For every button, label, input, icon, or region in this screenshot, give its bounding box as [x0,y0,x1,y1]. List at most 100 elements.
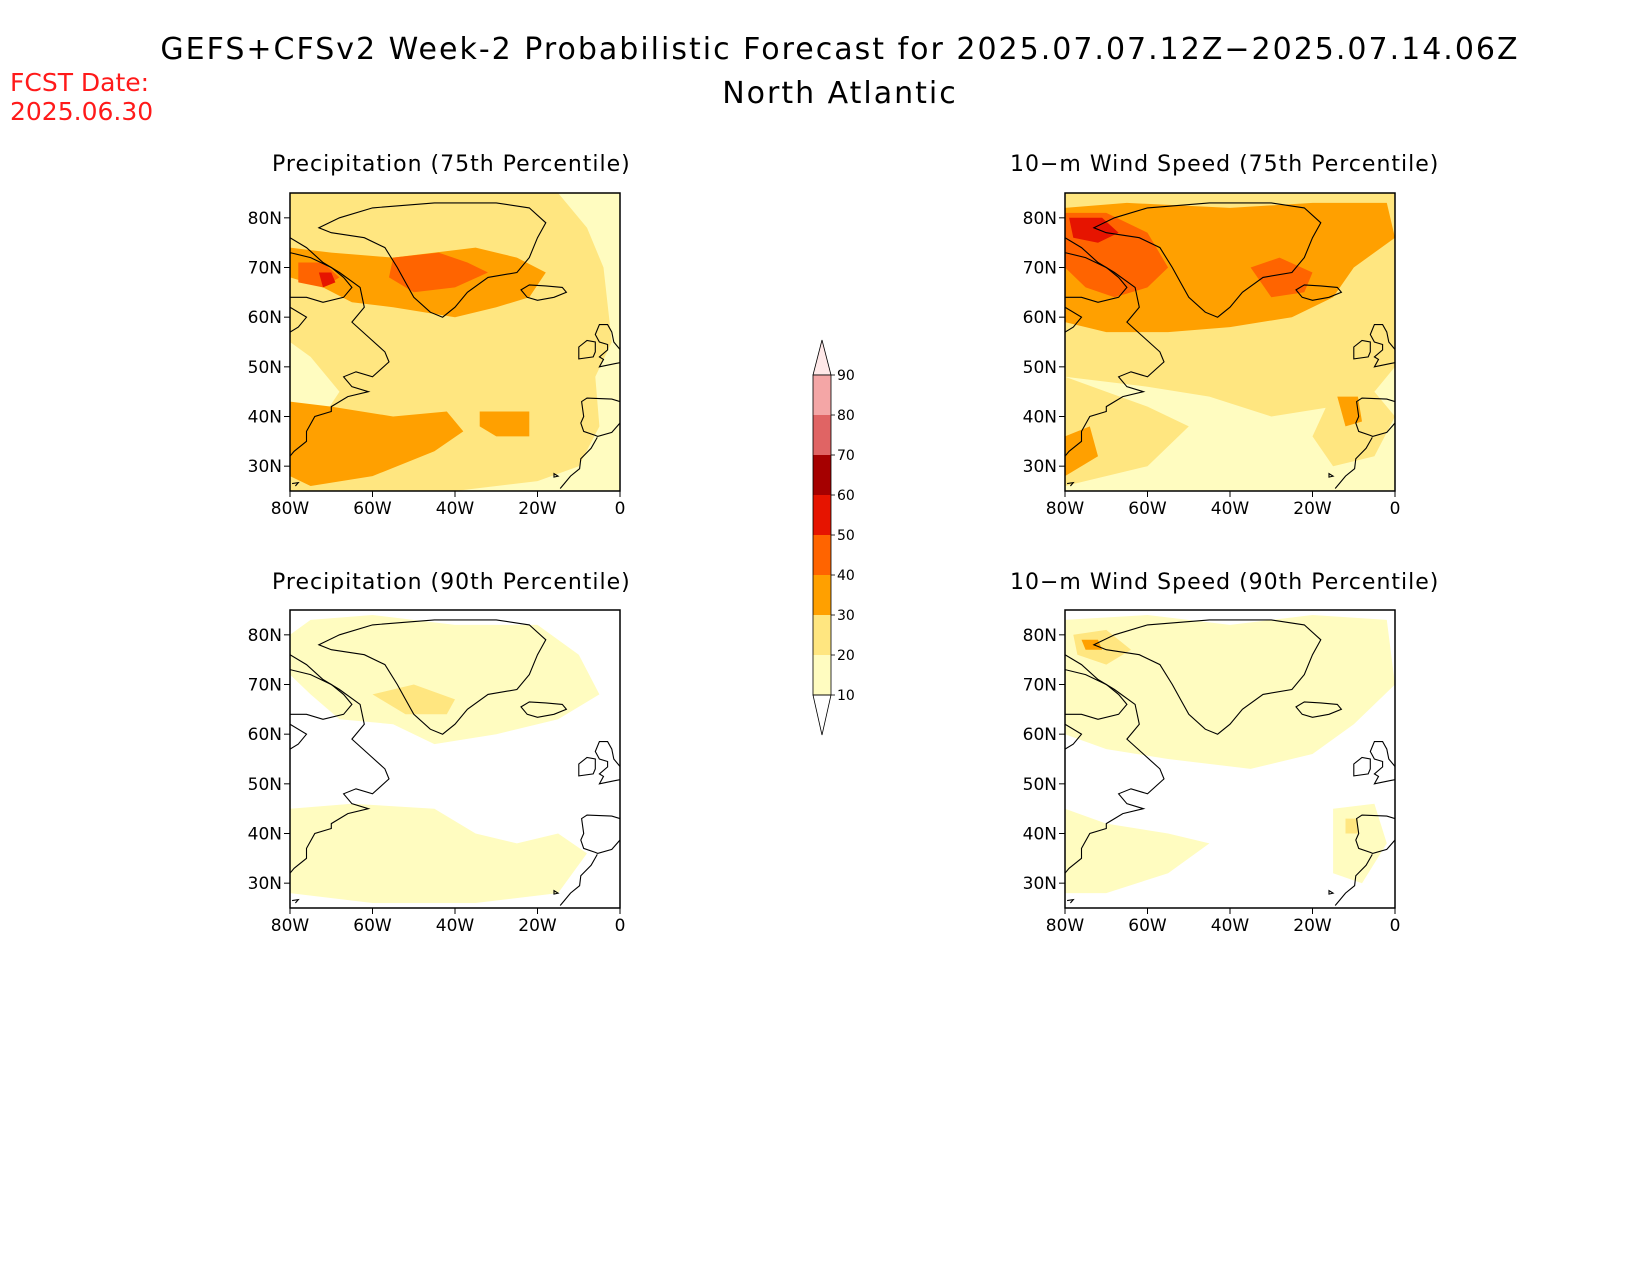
probability-contour [290,615,600,745]
colorbar-label: 20 [837,648,855,664]
coastline-canaries [553,472,560,478]
probability-contour [1250,257,1313,298]
coastline-canaries [1328,889,1335,895]
lon-tick-label: 40W [1211,499,1250,519]
lon-tick-label: 80W [1046,499,1085,519]
lat-tick-label: 60N [1023,725,1057,745]
colorbar-label: 10 [837,688,855,704]
lat-tick-label: 60N [248,308,282,328]
coastline-baffin [1065,252,1128,303]
probability-contour [1065,376,1189,486]
coastline-baffin [290,252,353,303]
lon-tick-label: 0 [1390,916,1401,936]
coastline-ireland [578,339,596,360]
colorbar-swatch [813,455,831,495]
lat-tick-label: 60N [248,725,282,745]
probability-contour [1312,391,1395,467]
coastline-canaries [553,889,560,895]
colorbar-label: 70 [837,448,855,464]
map-precip-90: 80N 70N 60N 50N 40N 30N 80W 60W 40W 20W 0 [248,609,625,936]
coastline-britain [594,324,620,368]
probability-contour [1069,217,1119,243]
coastline-iberia [1355,814,1395,854]
coastline-greenland [1092,202,1322,318]
coastline-baffin [1065,669,1128,720]
lon-tick-label: 20W [1293,499,1332,519]
colorbar-swatch [813,655,831,695]
contour-fill [1065,610,1395,908]
coastline-ireland [1353,756,1371,777]
coastline-iberia [580,397,620,437]
coastline-africa [559,854,598,906]
probability-contour [298,193,559,223]
coastlines [1065,619,1395,906]
lon-tick-label: 80W [271,916,310,936]
contour-fill [290,610,620,908]
coastline-iberia [580,814,620,854]
colorbar-label: 90 [837,368,855,384]
coastline-cuba [292,898,300,904]
colorbar-swatch [813,615,831,655]
coastline-cuba [1067,898,1075,904]
coastline-hudsonIsl [1065,723,1083,750]
lon-tick-label: 0 [615,499,626,519]
probability-contour [389,252,488,293]
lon-tick-label: 40W [436,916,475,936]
coastline-britain [1369,324,1395,368]
coastline-baffin [290,669,353,720]
coastline-africa [1334,437,1373,489]
coastline-iceland [1295,701,1343,718]
lat-tick-label: 50N [248,775,282,795]
coastline-cuba [292,481,300,487]
lat-tick-label: 30N [248,874,282,894]
colorbar-swatch [813,495,831,535]
colorbar-label: 80 [837,408,855,424]
main-title: GEFS+CFSv2 Week-2 Probabilistic Forecast… [160,32,1520,67]
coastline-northAm [290,654,390,874]
lat-tick-label: 70N [248,676,282,696]
map-wind-75: 80N 70N 60N 50N 40N 30N 80W 60W 40W 20W 0 [1023,192,1401,519]
coastline-africa [559,437,598,489]
lat-tick-label: 80N [1023,209,1057,229]
coastline-canaries [1328,472,1335,478]
coastlines [290,202,620,489]
panel-title-precip-75: Precipitation (75th Percentile) [272,152,631,177]
coastline-britain [1369,741,1395,785]
coastline-ireland [1353,339,1371,360]
colorbar-swatch [813,535,831,575]
lat-tick-label: 70N [248,259,282,279]
probability-contour [372,684,455,715]
panel-title-precip-90: Precipitation (90th Percentile) [272,570,631,595]
colorbar-label: 30 [837,608,855,624]
colorbar-bottom-triangle [812,694,832,736]
lon-tick-label: 0 [1390,499,1401,519]
probability-contour [1065,426,1098,477]
coastline-greenland [1092,619,1322,735]
colorbar-swatch [813,415,831,455]
probability-contour [1345,818,1358,834]
lon-tick-label: 60W [1128,499,1167,519]
lat-tick-label: 80N [1023,626,1057,646]
coastline-britain [594,741,620,785]
coastline-ireland [578,756,596,777]
coastline-hudsonIsl [1065,306,1083,333]
colorbar-swatch [813,575,831,615]
lon-tick-label: 20W [518,499,557,519]
probability-contour [290,803,587,903]
coastline-hudsonIsl [290,723,308,750]
probability-contour [1065,615,1395,769]
lat-tick-label: 70N [1023,259,1057,279]
coastline-iberia [1355,397,1395,437]
map-precip-75: 80N 70N 60N 50N 40N 30N 80W 60W 40W 20W 0 [248,192,626,519]
colorbar-top-triangle [812,339,832,376]
colorbar-label: 50 [837,528,855,544]
coastline-northAm [290,237,390,457]
lat-tick-label: 80N [248,626,282,646]
colorbar-label: 40 [837,568,855,584]
lon-tick-label: 60W [353,499,392,519]
probability-contour [479,411,530,437]
probability-contour [290,401,464,486]
lon-tick-label: 60W [353,916,392,936]
forecast-date-value: 2025.06.30 [10,97,154,126]
lat-tick-label: 50N [1023,358,1057,378]
